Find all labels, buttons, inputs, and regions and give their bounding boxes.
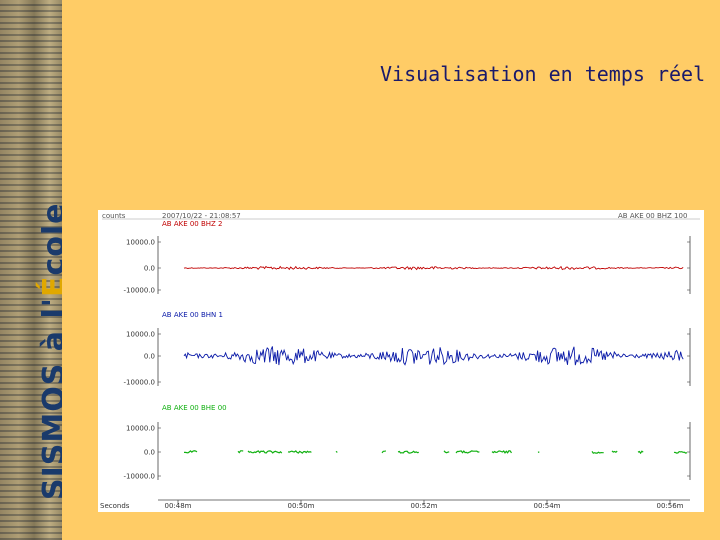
trace-3-waveform-segment (397, 450, 419, 454)
x-tick-label-5: 00:56m (657, 502, 684, 510)
trace-3-waveform-segment (443, 450, 450, 454)
trace-3-waveform-segment (237, 450, 244, 454)
trace-3-waveform-segment (491, 450, 513, 454)
slide-title: Visualisation en temps réel (380, 62, 706, 86)
trace-3-ytick-2: 0.0 (144, 449, 155, 457)
trace-label-1: AB AKE 00 BHZ 2 (162, 220, 223, 228)
trace-1-ytick-2: 0.0 (144, 265, 155, 273)
trace-2-ytick-3: -10000.0 (124, 379, 155, 387)
trace-3-waveform-segment (637, 450, 644, 455)
trace-1-waveform (183, 265, 684, 271)
trace-3-ytick-1: 10000.0 (126, 425, 155, 433)
trace-3-waveform-segment (247, 450, 283, 454)
seismogram-chart: counts 2007/10/22 - 21:08:57 AB AKE 00 BHZ… (100, 212, 700, 510)
trace-1-ytick-3: -10000.0 (124, 287, 155, 295)
trace-3-waveform-segment (381, 450, 387, 454)
brand-logo-text: SISMOS à l'École (37, 203, 62, 500)
trace-3-waveform-segment (537, 451, 540, 453)
trace-label-3: AB AKE 00 BHE 00 (162, 404, 227, 412)
brand-text-accent: É (37, 276, 62, 298)
brand-text-main: SISMOS à l' (37, 297, 62, 500)
x-tick-label-2: 00:50m (288, 502, 315, 510)
trace-3-waveform-segment (611, 450, 618, 454)
trace-3-ytick-3: -10000.0 (124, 473, 155, 481)
trace-2-ytick-2: 0.0 (144, 353, 155, 361)
trace-label-2: AB AKE 00 BHN 1 (162, 311, 223, 319)
sidebar-banner: SISMOS à l'École (0, 0, 62, 540)
sidebar-texture (0, 0, 62, 540)
x-tick-label-3: 00:52m (411, 502, 438, 510)
trace-3-waveform-segment (184, 450, 198, 454)
x-tick-label-1: 00:48m (165, 502, 192, 510)
trace-2-ytick-1: 10000.0 (126, 331, 155, 339)
trace-3-waveform-segment (673, 450, 688, 454)
header-center-label: 2007/10/22 - 21:08:57 (162, 212, 241, 220)
x-axis-label: Seconds (100, 502, 130, 510)
trace-1-ytick-1: 10000.0 (126, 239, 155, 247)
trace-3-waveform-segment (335, 450, 338, 453)
x-tick-label-4: 00:54m (534, 502, 561, 510)
trace-2-waveform (183, 346, 684, 366)
seismogram-panel: counts 2007/10/22 - 21:08:57 AB AKE 00 BHZ… (98, 210, 704, 512)
brand-text-end: cole (37, 202, 62, 276)
trace-3-waveform-segment (591, 451, 604, 454)
header-right-label: AB AKE 00 BHZ 100 (618, 212, 687, 220)
trace-3-waveform-segment (455, 450, 480, 454)
header-left-label: counts (102, 212, 126, 220)
trace-3-waveform-segment (287, 450, 312, 454)
